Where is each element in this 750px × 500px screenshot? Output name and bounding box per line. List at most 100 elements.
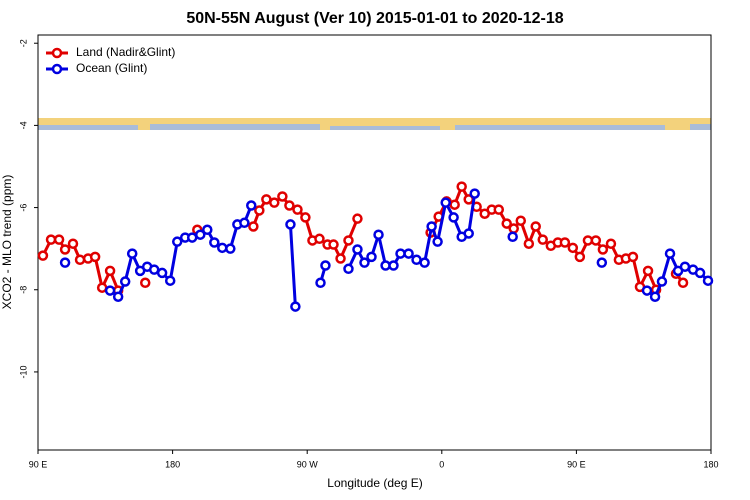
y-axis-label: XCO2 - MLO trend (ppm): [0, 175, 14, 310]
data-point: [456, 181, 467, 192]
data-point: [627, 251, 639, 263]
data-point: [508, 223, 519, 234]
data-point: [320, 260, 331, 271]
data-point: [246, 200, 257, 211]
data-point: [343, 235, 354, 246]
data-point: [37, 250, 49, 261]
data-point: [440, 197, 451, 208]
data-point: [590, 235, 602, 246]
y-tick-label: -2: [18, 39, 28, 47]
data-point: [254, 205, 265, 216]
data-point: [186, 232, 198, 243]
y-tick-label: -4: [18, 121, 28, 129]
data-point: [574, 251, 586, 263]
data-point: [432, 236, 443, 247]
x-tick-label: 180: [703, 459, 718, 469]
plot-frame: [37, 34, 712, 451]
data-point: [605, 238, 617, 249]
y-tick-label: -10: [18, 365, 28, 378]
data-point: [493, 204, 505, 215]
legend-marker: [51, 63, 63, 75]
x-tick-label: 90 E: [29, 459, 48, 469]
data-point: [515, 215, 527, 226]
data-point: [664, 248, 676, 259]
data-point: [139, 277, 151, 289]
data-point: [352, 244, 363, 255]
data-point: [537, 234, 548, 245]
legend-label: Land (Nadir&Glint): [76, 45, 175, 59]
data-point: [284, 200, 295, 211]
data-point: [501, 218, 512, 229]
chart-title: 50N-55N August (Ver 10) 2015-01-01 to 20…: [186, 10, 563, 27]
data-point: [195, 229, 206, 240]
data-point: [343, 263, 354, 275]
x-axis-label: Longitude (deg E): [327, 476, 422, 490]
data-point: [469, 188, 480, 199]
data-point: [359, 257, 370, 268]
data-point: [373, 229, 384, 240]
data-point: [449, 199, 460, 210]
data-point: [641, 285, 653, 296]
data-point: [209, 237, 220, 248]
data-point: [567, 242, 579, 254]
data-point: [89, 251, 101, 263]
data-point: [328, 239, 339, 250]
x-tick-label: 90 E: [567, 459, 586, 469]
data-point: [277, 191, 288, 202]
data-point: [694, 267, 706, 279]
data-point: [395, 248, 406, 259]
data-point: [171, 236, 183, 247]
data-point: [202, 224, 213, 236]
data-point: [523, 238, 535, 249]
data-point: [292, 204, 303, 215]
data-point: [366, 251, 377, 263]
x-tick-label: 180: [165, 459, 180, 469]
data-point: [642, 265, 654, 277]
data-point: [559, 237, 571, 248]
data-point: [112, 291, 124, 302]
x-tick-label: 0: [439, 459, 444, 469]
x-tick-label: 90 W: [297, 459, 319, 469]
data-point: [388, 260, 399, 271]
data-point: [59, 244, 71, 255]
data-point: [290, 301, 301, 312]
data-point: [426, 221, 437, 232]
data-point: [74, 254, 86, 266]
data-point: [530, 221, 541, 232]
data-point: [300, 212, 311, 223]
data-point: [656, 276, 668, 287]
data-point: [507, 231, 518, 242]
data-point: [164, 275, 176, 286]
data-point: [104, 285, 116, 296]
data-point: [679, 261, 691, 272]
data-point: [59, 257, 71, 268]
data-point: [248, 221, 259, 232]
data-point: [596, 257, 608, 268]
data-point: [419, 257, 430, 268]
data-point: [448, 212, 459, 223]
data-point: [677, 277, 689, 289]
data-point: [411, 254, 422, 266]
data-point: [597, 244, 609, 255]
data-point: [463, 228, 474, 239]
data-point: [352, 213, 363, 224]
y-tick-label: -8: [18, 286, 28, 294]
data-point: [702, 275, 714, 286]
data-point: [403, 248, 414, 259]
data-point: [239, 217, 250, 229]
y-tick-label: -6: [18, 204, 28, 212]
data-point: [314, 233, 325, 245]
data-point: [53, 234, 65, 245]
data-point: [126, 248, 138, 259]
data-point: [119, 276, 131, 287]
data-point: [217, 242, 228, 254]
data-point: [315, 277, 326, 289]
data-point: [225, 243, 236, 254]
data-point: [269, 197, 280, 208]
data-point: [335, 253, 346, 264]
data-point: [649, 291, 661, 302]
legend-label: Ocean (Glint): [76, 61, 147, 75]
legend-marker: [51, 47, 63, 59]
data-point: [45, 234, 57, 245]
